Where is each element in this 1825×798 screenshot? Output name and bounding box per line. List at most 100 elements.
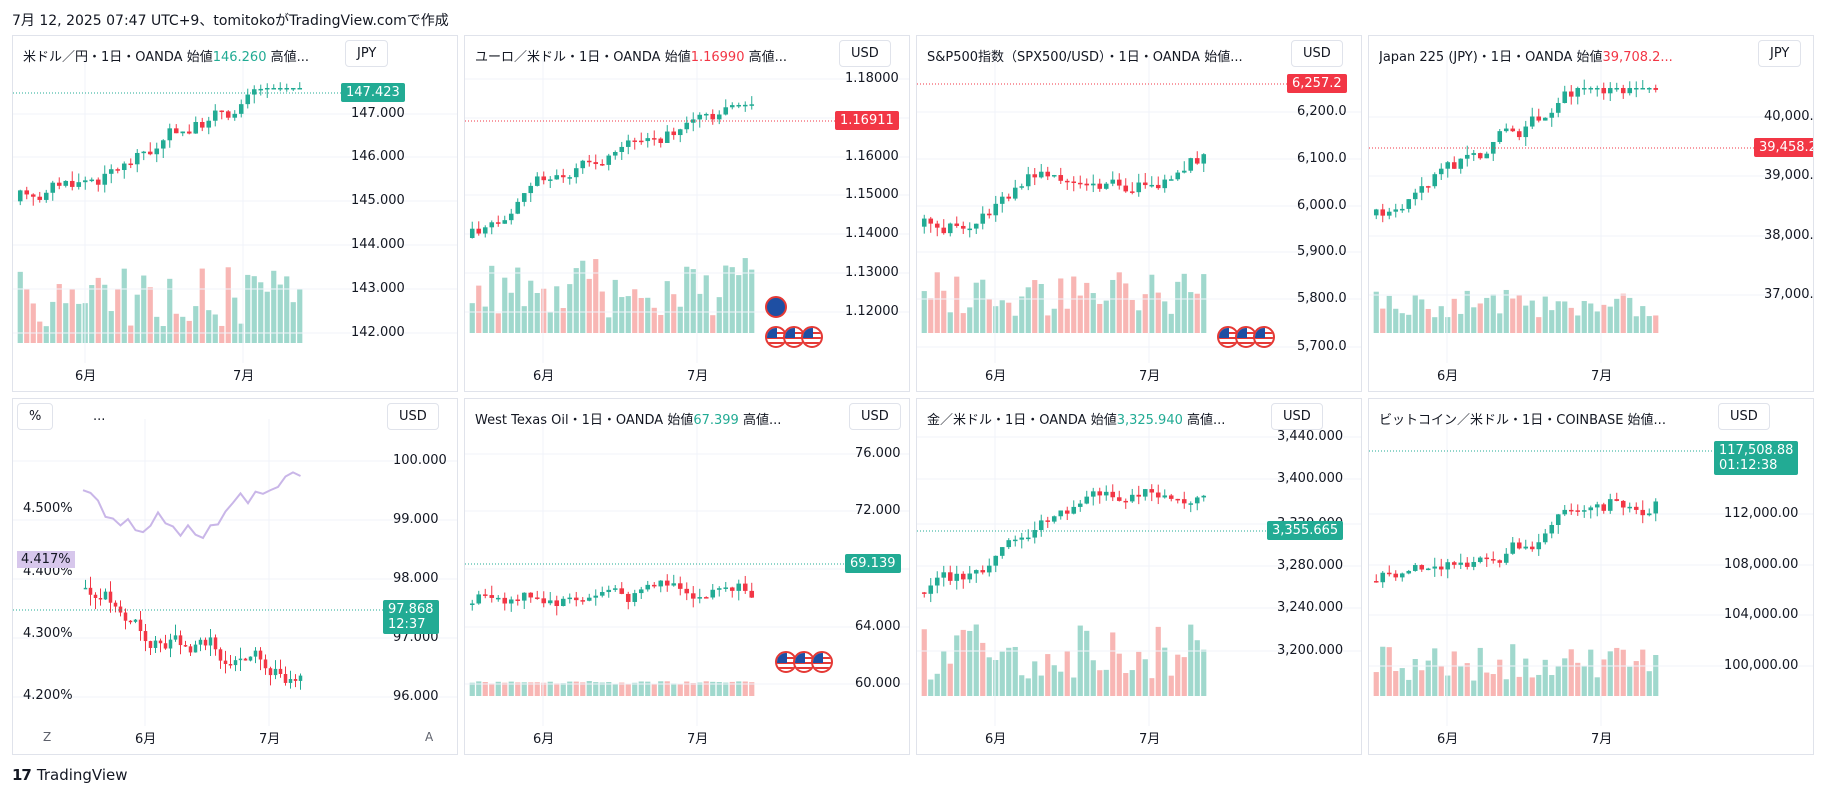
tradingview-logo[interactable]: 17 TradingView xyxy=(12,766,128,784)
chart-pane-8[interactable]: ビットコイン／米ドル・1日・COINBASE 始値... USD 112,000.0… xyxy=(1368,398,1814,755)
candle-body xyxy=(199,121,205,128)
volume-bar xyxy=(258,282,264,343)
left-scale-badge[interactable]: % xyxy=(17,403,54,430)
volume-bar xyxy=(225,267,231,343)
chart-canvas-3[interactable] xyxy=(917,36,1362,392)
currency-badge[interactable]: USD xyxy=(387,403,439,430)
auto-scale-z-button[interactable]: Z xyxy=(43,730,52,744)
currency-badge[interactable]: USD xyxy=(849,403,901,430)
candle-body xyxy=(88,587,93,595)
currency-badge[interactable]: USD xyxy=(1271,403,1323,430)
volume-bar xyxy=(619,297,625,333)
y-axis-tick-label: 1.14000 xyxy=(845,226,899,241)
pane-title[interactable]: ビットコイン／米ドル・1日・COINBASE 始値... xyxy=(1379,409,1666,428)
volume-bar xyxy=(515,682,521,696)
volume-bar xyxy=(710,315,716,333)
volume-bar xyxy=(1588,303,1594,333)
us-event-flag-icon[interactable] xyxy=(1217,326,1239,348)
volume-bar xyxy=(947,312,953,333)
us-event-flag-icon[interactable] xyxy=(811,651,833,673)
chart-pane-1[interactable]: 米ドル／円・1日・OANDA 始値146.260 高値... JPY 147.000… xyxy=(12,35,458,392)
volume-bar xyxy=(960,629,966,696)
volume-bar xyxy=(1136,310,1142,333)
candle-body xyxy=(967,228,973,231)
currency-badge[interactable]: USD xyxy=(1718,403,1770,430)
candle-body xyxy=(193,644,198,653)
candle-body xyxy=(671,583,677,586)
volume-bar xyxy=(121,268,127,343)
candle-body xyxy=(82,180,88,183)
volume-bar xyxy=(1516,295,1522,333)
volume-bar xyxy=(1077,625,1083,696)
volume-bar xyxy=(1194,640,1200,696)
candle-body xyxy=(1406,570,1412,574)
volume-bar xyxy=(108,311,114,343)
volume-bar xyxy=(658,681,664,696)
volume-bar xyxy=(606,317,612,333)
header-text: 7月 12, 2025 07:47 UTC+9、tomitokoがTrading… xyxy=(12,13,449,29)
candle-body xyxy=(606,589,612,593)
candle-body xyxy=(677,129,683,136)
candle-body xyxy=(283,673,288,683)
candle-body xyxy=(108,591,113,603)
candle-body xyxy=(103,591,108,600)
candle-body xyxy=(1503,553,1509,563)
volume-bar xyxy=(993,306,999,333)
pane-title[interactable]: 金／米ドル・1日・OANDA 始値3,325.940 高値... xyxy=(927,409,1225,428)
pane-title[interactable]: ユーロ／米ドル・1日・OANDA 始値1.16990 高値... xyxy=(475,46,787,65)
candle-body xyxy=(228,664,233,666)
candle-body xyxy=(664,580,670,586)
candle-body xyxy=(1142,489,1148,497)
currency-badge[interactable]: JPY xyxy=(345,40,389,67)
volume-bar xyxy=(1006,302,1012,333)
currency-badge[interactable]: USD xyxy=(1291,40,1343,67)
volume-bar xyxy=(1568,307,1574,333)
volume-bar xyxy=(1129,670,1135,696)
volume-bar xyxy=(1032,280,1038,333)
volume-bar xyxy=(658,314,664,333)
currency-badge[interactable]: USD xyxy=(839,40,891,67)
candle-body xyxy=(147,151,153,155)
chart-pane-6[interactable]: West Texas Oil・1日・OANDA 始値67.399 高値... US… xyxy=(464,398,910,755)
y-axis-tick-label: 3,440.000 xyxy=(1277,429,1344,444)
chart-pane-4[interactable]: Japan 225 (JPY)・1日・OANDA 始値39,708.2... JP… xyxy=(1368,35,1814,392)
pane-title[interactable]: West Texas Oil・1日・OANDA 始値67.399 高値... xyxy=(475,409,781,428)
eu-event-flag-icon[interactable] xyxy=(765,296,787,318)
candle-body xyxy=(1627,506,1633,509)
volume-bar xyxy=(508,681,514,696)
candle-body xyxy=(1032,174,1038,178)
tradingview-logo-icon: 17 xyxy=(12,766,32,784)
chart-canvas-5[interactable] xyxy=(13,399,458,755)
chart-canvas-1[interactable] xyxy=(13,36,458,392)
candle-body xyxy=(271,88,277,90)
volume-bar xyxy=(632,289,638,333)
us-event-flag-icon[interactable] xyxy=(801,326,823,348)
chart-pane-3[interactable]: S&P500指数（SPX500/USD）・1日・OANDA 始値... USD 6,… xyxy=(916,35,1362,392)
candle-body xyxy=(1497,560,1503,563)
pane-title[interactable]: S&P500指数（SPX500/USD）・1日・OANDA 始値... xyxy=(927,46,1243,65)
chart-pane-7[interactable]: 金／米ドル・1日・OANDA 始値3,325.940 高値... USD 3,440… xyxy=(916,398,1362,755)
volume-bar xyxy=(1412,659,1418,696)
volume-bar xyxy=(1386,647,1392,696)
candle-body xyxy=(76,182,82,187)
volume-bar xyxy=(554,286,560,333)
auto-scale-a-button[interactable]: A xyxy=(425,730,434,744)
pane-title[interactable]: Japan 225 (JPY)・1日・OANDA 始値39,708.2... xyxy=(1379,46,1673,65)
us-event-flag-icon[interactable] xyxy=(1253,326,1275,348)
candle-body xyxy=(736,104,742,107)
chart-canvas-7[interactable] xyxy=(917,399,1362,755)
currency-badge[interactable]: JPY xyxy=(1758,40,1802,67)
chart-pane-2[interactable]: ユーロ／米ドル・1日・OANDA 始値1.16990 高値... USD 1.180… xyxy=(464,35,910,392)
us-event-flag-icon[interactable] xyxy=(775,651,797,673)
volume-bar xyxy=(489,265,495,333)
candle-body xyxy=(1575,510,1581,512)
chart-pane-5[interactable]: ... USD% 100.000 99.000 98.000 97.000 96.000 4.… xyxy=(12,398,458,755)
candle-body xyxy=(1529,546,1535,550)
chart-canvas-4[interactable] xyxy=(1369,36,1814,392)
chart-canvas-8[interactable] xyxy=(1369,399,1814,755)
volume-bar xyxy=(625,683,631,696)
pane-title[interactable]: ... xyxy=(93,409,105,424)
pane-title[interactable]: 米ドル／円・1日・OANDA 始値146.260 高値... xyxy=(23,46,309,65)
chart-canvas-2[interactable] xyxy=(465,36,910,392)
chart-canvas-6[interactable] xyxy=(465,399,910,755)
